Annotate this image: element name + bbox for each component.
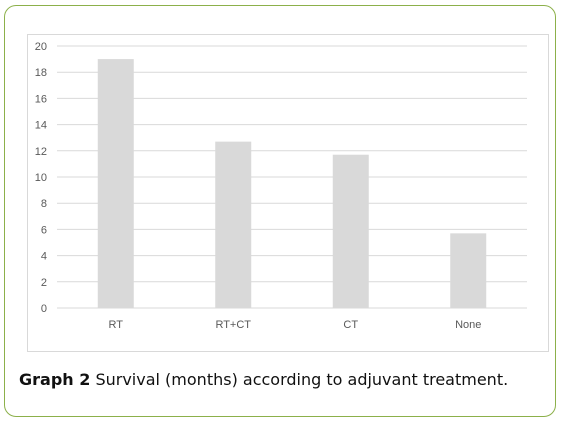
bar	[450, 233, 487, 308]
y-tick-label: 20	[35, 41, 47, 53]
bar	[332, 154, 369, 308]
x-tick-label: RT	[109, 319, 124, 331]
caption-text: Survival (months) according to adjuvant …	[90, 370, 509, 389]
y-tick-label: 6	[41, 224, 47, 236]
y-tick-label: 8	[41, 198, 47, 210]
y-tick-label: 14	[35, 120, 47, 132]
x-tick-label: None	[455, 319, 481, 331]
caption-lead: Graph 2	[19, 370, 91, 389]
x-tick-label: CT	[343, 319, 358, 331]
y-tick-label: 10	[35, 172, 47, 184]
x-tick-label: RT+CT	[215, 319, 251, 331]
figure-caption: Graph 2 Survival (months) according to a…	[19, 370, 555, 389]
y-tick-label: 0	[41, 303, 47, 315]
y-tick-label: 12	[35, 146, 47, 158]
y-tick-label: 16	[35, 93, 47, 105]
bar	[97, 59, 134, 308]
y-tick-label: 4	[41, 251, 47, 263]
bar-chart: 0 2 4 6 8 10 12 14 16 18 20 RT RT+CT CT None	[35, 41, 527, 331]
figure-frame: 0 2 4 6 8 10 12 14 16 18 20 RT RT+CT CT None Graph 2 S…	[4, 5, 556, 417]
bar	[215, 141, 252, 308]
y-tick-label: 18	[35, 67, 47, 79]
y-tick-label: 2	[41, 277, 47, 289]
